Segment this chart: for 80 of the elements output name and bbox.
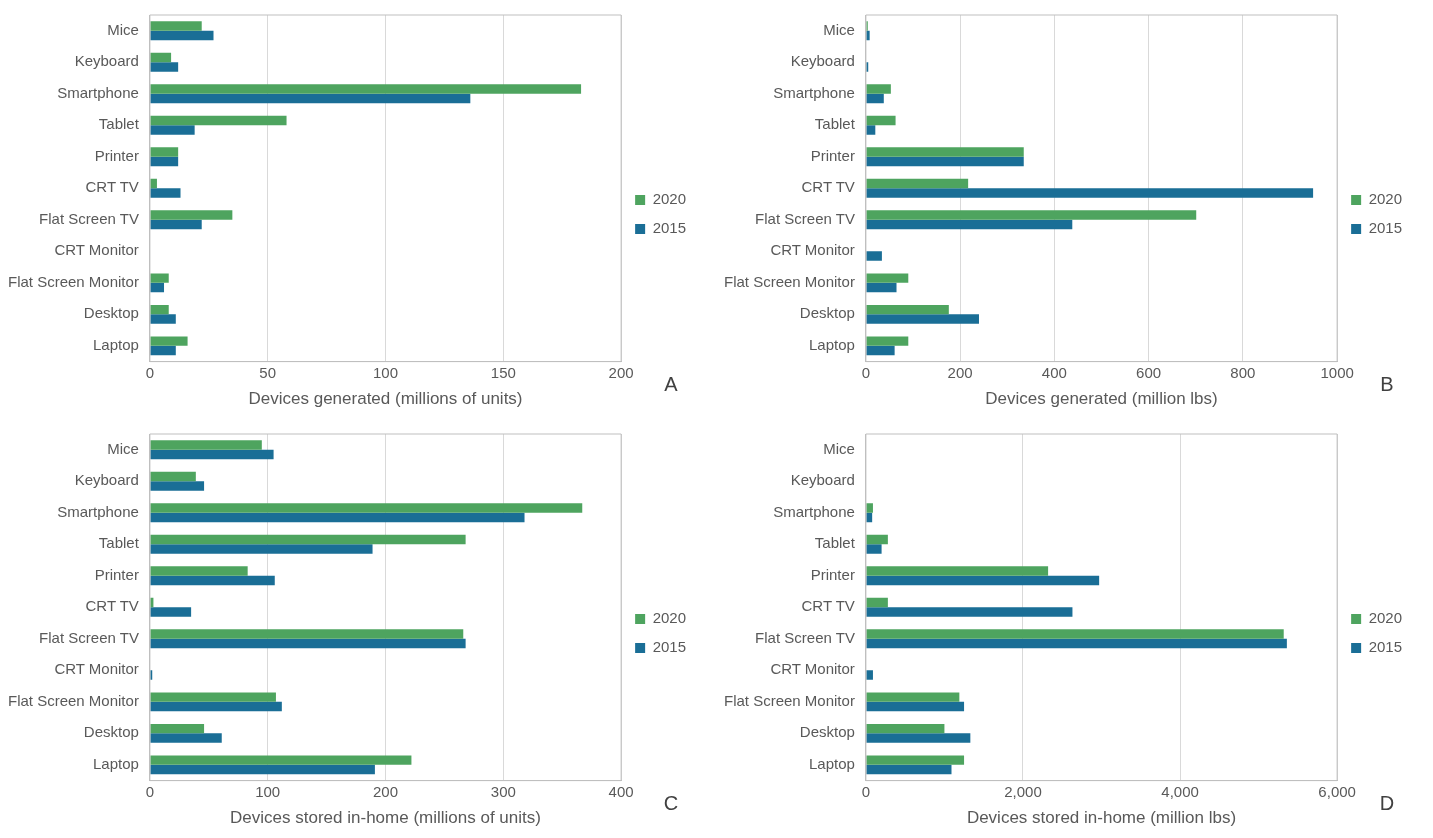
y-tick-label: CRT TV xyxy=(801,178,855,196)
x-tick-label: 100 xyxy=(255,782,281,800)
x-tick-label: 200 xyxy=(372,782,399,800)
x-tick-label: 200 xyxy=(608,363,634,381)
x-tick-label: 400 xyxy=(1041,363,1067,381)
legend-label: 2020 xyxy=(652,609,687,627)
y-tick-label: CRT Monitor xyxy=(770,241,855,259)
y-tick-label: Flat Screen Monitor xyxy=(7,691,139,709)
text: C xyxy=(663,792,679,815)
y-tick-label: CRT TV xyxy=(85,597,139,615)
x-tick-label: 200 xyxy=(947,363,973,381)
x-tick-label: 50 xyxy=(259,363,277,381)
y-tick-label: Flat Screen TV xyxy=(39,209,139,227)
legend-label: 2020 xyxy=(1368,190,1403,208)
x-tick-label: 1000 xyxy=(1320,363,1354,381)
x-axis-title: Devices stored in-home (millions of units) xyxy=(230,808,541,828)
y-tick-label: Laptop xyxy=(92,335,139,353)
y-tick-label: Desktop xyxy=(83,304,139,322)
x-tick-label: 4,000 xyxy=(1161,782,1199,800)
y-tick-label: Tablet xyxy=(814,115,856,133)
y-tick-label: Flat Screen TV xyxy=(39,628,139,646)
y-tick-label: Keyboard xyxy=(790,471,855,489)
y-tick-label: Smartphone xyxy=(773,502,855,520)
x-axis-title: Devices stored in-home (million lbs) xyxy=(966,808,1237,828)
y-tick-label: Printer xyxy=(810,565,855,583)
y-tick-label: Mice xyxy=(107,439,139,457)
y-tick-label: Mice xyxy=(107,20,139,38)
y-tick-label: Printer xyxy=(94,146,139,164)
legend-label: 2015 xyxy=(652,638,687,656)
y-tick-label: Printer xyxy=(810,146,855,164)
y-tick-label: Flat Screen Monitor xyxy=(7,272,139,290)
y-tick-label: Flat Screen TV xyxy=(755,209,855,227)
x-tick-label: 0 xyxy=(861,782,871,800)
legend-label: 2020 xyxy=(1368,609,1403,627)
x-tick-label: 800 xyxy=(1230,363,1256,381)
x-tick-label: 0 xyxy=(145,782,155,800)
y-tick-label: CRT Monitor xyxy=(54,660,139,678)
y-tick-label: Desktop xyxy=(799,723,855,741)
y-tick-label: Laptop xyxy=(808,335,855,353)
y-tick-label: CRT TV xyxy=(85,178,139,196)
x-tick-label: 100 xyxy=(372,363,399,381)
y-tick-label: CRT TV xyxy=(801,597,855,615)
x-tick-label: 2,000 xyxy=(1004,782,1042,800)
y-tick-label: Tablet xyxy=(98,115,140,133)
y-tick-label: Keyboard xyxy=(790,52,855,70)
text: B xyxy=(1380,373,1394,396)
y-tick-label: Tablet xyxy=(98,534,140,552)
y-tick-label: Flat Screen TV xyxy=(755,628,855,646)
y-tick-label: Desktop xyxy=(799,304,855,322)
y-tick-label: Smartphone xyxy=(57,502,139,520)
x-axis-title: Devices generated (millions of units) xyxy=(248,389,523,409)
x-tick-label: 0 xyxy=(861,363,871,381)
y-tick-label: Desktop xyxy=(83,723,139,741)
y-tick-label: Mice xyxy=(823,20,855,38)
y-tick-label: Flat Screen Monitor xyxy=(723,272,855,290)
text: D xyxy=(1379,792,1395,815)
x-tick-label: 0 xyxy=(145,363,155,381)
legend-label: 2015 xyxy=(1368,219,1403,237)
y-tick-label: Keyboard xyxy=(74,52,139,70)
x-tick-label: 300 xyxy=(490,782,516,800)
y-tick-label: CRT Monitor xyxy=(54,241,139,259)
x-tick-label: 150 xyxy=(490,363,516,381)
x-axis-title: Devices generated (million lbs) xyxy=(985,389,1218,409)
x-tick-label: 400 xyxy=(608,782,634,800)
y-tick-label: Tablet xyxy=(814,534,856,552)
x-tick-label: 600 xyxy=(1136,363,1162,381)
y-tick-label: Mice xyxy=(823,439,855,457)
legend-label: 2015 xyxy=(652,219,687,237)
y-tick-label: Laptop xyxy=(92,754,139,772)
y-tick-label: Printer xyxy=(94,565,139,583)
y-tick-label: Smartphone xyxy=(773,83,855,101)
y-tick-label: Laptop xyxy=(808,754,855,772)
y-tick-label: Flat Screen Monitor xyxy=(723,691,855,709)
text: A xyxy=(664,373,679,396)
y-tick-label: CRT Monitor xyxy=(770,660,855,678)
y-tick-label: Smartphone xyxy=(57,83,139,101)
legend-label: 2015 xyxy=(1368,638,1403,656)
legend-label: 2020 xyxy=(652,190,687,208)
y-tick-label: Keyboard xyxy=(74,471,139,489)
x-tick-label: 6,000 xyxy=(1318,782,1356,800)
